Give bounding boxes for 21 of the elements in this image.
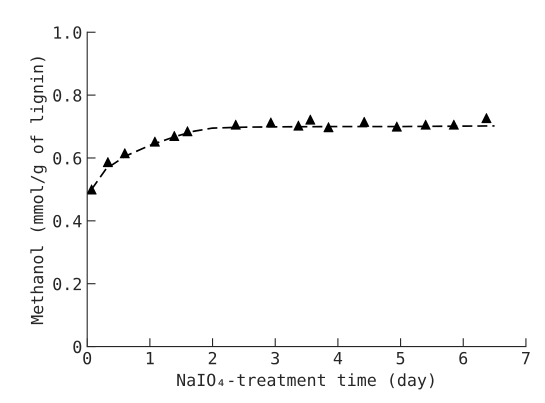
x-tick-label: 6 (459, 352, 468, 364)
x-tick-label: 1 (146, 352, 154, 364)
y-axis-title: Methanol (mmol/g of lignin) (30, 57, 47, 324)
point (305, 114, 316, 125)
x-tick-label: 0 (83, 352, 92, 364)
point (169, 130, 180, 142)
point (230, 120, 241, 130)
y-tick-label: 0 (73, 340, 82, 354)
x-tick-label: 4 (334, 352, 342, 364)
y-tick-label: 0.2 (53, 278, 81, 290)
y-tick-label: 0.6 (53, 152, 82, 165)
x-axis-title: NaIO₄-treatment time (day) (177, 373, 434, 390)
point (481, 113, 492, 124)
x-tick-label: 2 (208, 352, 216, 364)
x-tick-label: 7 (522, 352, 530, 364)
x-tick-label: 3 (271, 352, 279, 364)
y-tick-label: 0.8 (53, 89, 82, 102)
y-tick-label: 1.0 (54, 26, 82, 39)
point (87, 184, 97, 194)
y-tick-label: 0.4 (53, 214, 82, 228)
x-tick-label: 5 (396, 352, 404, 364)
